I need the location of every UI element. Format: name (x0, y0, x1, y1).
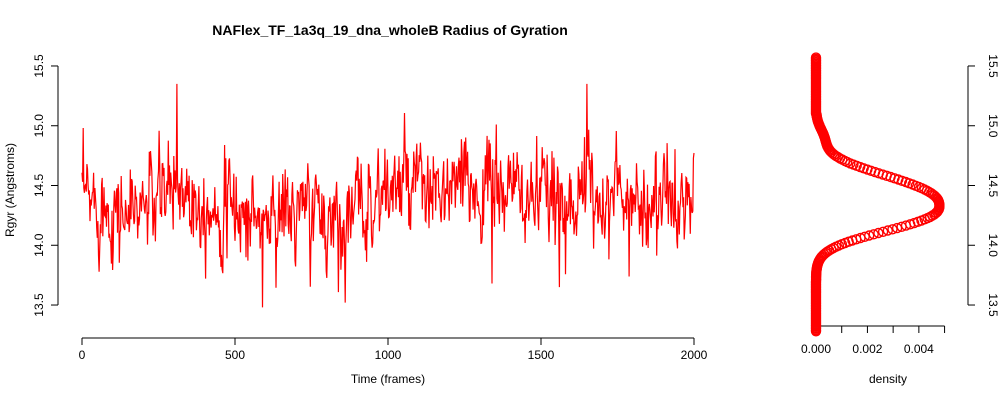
density-y-tick: 13.5 (968, 293, 1000, 317)
density-x-tick-label: 0.004 (904, 342, 934, 356)
density-y-tick-label: 15.5 (986, 54, 1000, 78)
density-y-tick: 15.5 (968, 54, 1000, 78)
density-y-tick: 14.0 (968, 234, 1000, 258)
density-point (887, 224, 898, 235)
density-x-tick-label: 0.002 (852, 342, 882, 356)
x-tick: 500 (225, 338, 245, 362)
density-x-tick-label: 0.000 (801, 342, 831, 356)
timeseries-line (81, 83, 695, 308)
y-tick: 13.5 (32, 293, 58, 317)
density-point (864, 230, 875, 241)
density-x-tick: 0.002 (852, 326, 883, 356)
x-tick: 1500 (528, 338, 555, 362)
density-x-tick: 0.004 (904, 326, 934, 356)
y-tick: 14.5 (32, 173, 58, 197)
density-point (882, 225, 893, 236)
x-tick-label: 500 (225, 348, 245, 362)
x-tick-label: 0 (79, 348, 86, 362)
density-y-tick-label: 14.0 (986, 234, 1000, 258)
density-axes: 0.000 0.002 0.004 13.5 14.0 14.5 15.0 15.5 (801, 54, 1000, 356)
timeseries-axes: 0 500 1000 1500 2000 13.5 14.0 14.5 15.0 15.5 (32, 54, 708, 362)
x-tick: 1000 (375, 338, 402, 362)
density-y-tick-label: 13.5 (986, 293, 1000, 317)
density-points (810, 52, 945, 337)
density-y-tick-label: 14.5 (986, 174, 1000, 198)
density-y-tick: 15.0 (968, 114, 1000, 138)
density-point (929, 190, 940, 201)
chart-title: NAFlex_TF_1a3q_19_dna_wholeB Radius of G… (212, 22, 568, 38)
y-tick: 14.0 (32, 233, 58, 257)
y-tick: 15.5 (32, 54, 58, 78)
density-x-axis-label: density (869, 372, 907, 386)
density-y-tick-label: 15.0 (986, 114, 1000, 138)
x-tick: 0 (79, 338, 86, 362)
y-tick-label: 14.5 (32, 173, 46, 197)
x-tick-label: 1000 (375, 348, 402, 362)
x-tick: 2000 (681, 338, 708, 362)
density-y-tick: 14.5 (968, 174, 1000, 198)
y-tick-label: 15.5 (32, 54, 46, 78)
y-tick-label: 14.0 (32, 233, 46, 257)
y-axis-label: Rgyr (Angstroms) (3, 143, 17, 237)
density-point (873, 227, 884, 239)
x-tick-label: 1500 (528, 348, 555, 362)
y-tick-label: 13.5 (32, 293, 46, 317)
y-tick: 15.0 (32, 114, 58, 138)
y-tick-label: 15.0 (32, 114, 46, 138)
density-point (868, 229, 879, 240)
density-point (810, 52, 822, 63)
density-point (877, 226, 889, 238)
x-axis-label: Time (frames) (351, 372, 425, 386)
rgyr-series-line (81, 83, 695, 308)
x-tick-label: 2000 (681, 348, 708, 362)
